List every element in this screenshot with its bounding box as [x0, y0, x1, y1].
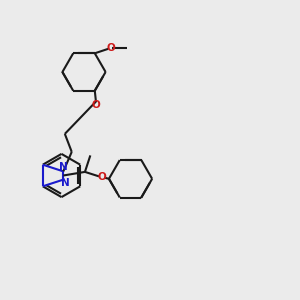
- Text: O: O: [92, 100, 100, 110]
- Text: N: N: [59, 162, 68, 172]
- Text: O: O: [106, 43, 115, 53]
- Text: N: N: [61, 178, 70, 188]
- Text: O: O: [97, 172, 106, 182]
